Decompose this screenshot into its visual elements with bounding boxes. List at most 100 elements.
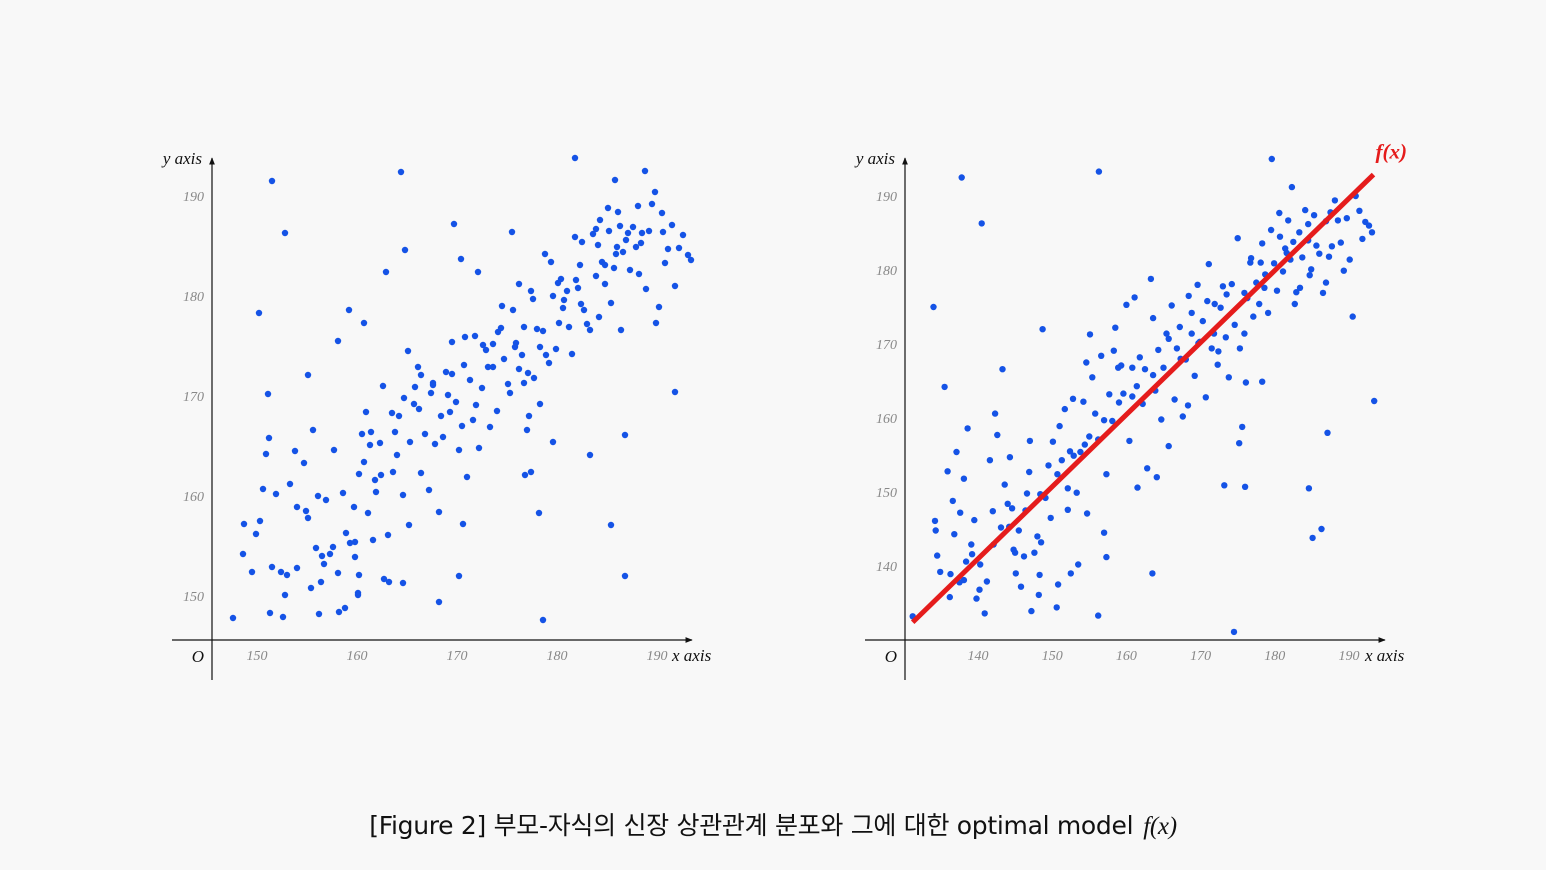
data-point	[542, 351, 550, 359]
data-point	[986, 457, 994, 464]
data-point	[355, 470, 363, 478]
data-point	[1288, 183, 1296, 191]
data-point	[658, 209, 666, 217]
data-point	[664, 245, 672, 253]
data-point	[1276, 209, 1283, 217]
data-point	[552, 345, 560, 353]
data-point	[547, 258, 555, 266]
data-point	[1241, 289, 1248, 297]
data-point	[335, 608, 343, 616]
data-point	[518, 351, 526, 359]
x-axis-title: x axis	[671, 646, 712, 665]
data-point	[455, 446, 463, 454]
data-point	[350, 503, 358, 511]
data-point	[1061, 405, 1069, 413]
data-point	[266, 609, 274, 617]
data-point	[1129, 364, 1136, 371]
data-point	[1086, 433, 1093, 440]
data-point	[446, 408, 454, 416]
data-point	[1134, 484, 1141, 491]
data-point	[1049, 438, 1057, 445]
data-point	[622, 236, 630, 244]
data-point	[610, 264, 618, 272]
data-point	[283, 571, 291, 579]
data-point	[360, 458, 368, 466]
data-point	[1308, 266, 1315, 273]
data-point	[498, 302, 506, 310]
data-point	[369, 536, 377, 544]
data-point	[601, 280, 609, 288]
data-point	[1160, 364, 1167, 371]
data-point	[679, 231, 687, 239]
data-point	[1296, 284, 1304, 291]
data-point	[596, 216, 604, 224]
data-point	[1118, 362, 1125, 369]
data-point	[1141, 366, 1149, 373]
data-point	[586, 326, 594, 334]
data-point	[994, 431, 1001, 439]
data-point	[539, 616, 547, 624]
data-point	[1296, 229, 1303, 236]
data-point	[968, 541, 975, 548]
x-tick-label: 190	[1339, 649, 1360, 664]
data-point	[1131, 294, 1138, 301]
data-point	[1155, 346, 1162, 354]
data-point	[1054, 471, 1061, 478]
data-point	[536, 400, 544, 408]
data-point	[259, 485, 267, 493]
data-point	[1056, 422, 1063, 430]
data-point	[960, 576, 968, 584]
data-point	[1319, 289, 1327, 297]
data-point	[1147, 275, 1155, 283]
data-point	[393, 451, 401, 459]
data-point	[520, 323, 528, 331]
data-point	[475, 444, 483, 452]
data-point	[1173, 345, 1181, 352]
y-axis-title: y axis	[161, 149, 203, 168]
data-point	[318, 552, 326, 560]
data-point	[973, 595, 980, 602]
data-point	[484, 363, 492, 371]
data-point	[435, 508, 443, 516]
data-point	[529, 295, 537, 303]
data-point	[427, 389, 435, 397]
data-point	[1103, 553, 1110, 561]
data-point	[334, 569, 342, 577]
y-tick-label: 190	[183, 190, 204, 205]
data-point	[595, 313, 603, 321]
data-point	[262, 450, 270, 458]
data-point	[1346, 256, 1353, 263]
data-point	[371, 476, 379, 484]
data-point	[549, 292, 557, 300]
x-tick-label: 190	[647, 649, 668, 664]
data-point	[555, 319, 563, 327]
data-point	[404, 347, 412, 355]
data-point	[958, 174, 965, 181]
data-point	[568, 350, 576, 358]
data-point	[1222, 334, 1230, 341]
data-point	[1092, 410, 1099, 417]
data-point	[635, 270, 643, 278]
data-point	[229, 614, 237, 622]
data-point	[1095, 168, 1103, 175]
data-point	[1069, 395, 1077, 402]
data-point	[1036, 571, 1043, 579]
data-point	[474, 268, 482, 276]
data-point	[1223, 291, 1230, 298]
data-point	[342, 529, 350, 537]
fit-line-label: f(x)	[1375, 140, 1406, 164]
data-point	[1031, 549, 1038, 556]
caption-formula: f(x)	[1143, 813, 1177, 840]
fit-line	[910, 172, 1376, 625]
data-point	[1221, 482, 1228, 489]
data-point	[592, 272, 600, 280]
data-point	[339, 489, 347, 497]
data-point	[687, 256, 695, 264]
data-point	[1188, 309, 1195, 317]
data-point	[1023, 490, 1031, 497]
data-point	[1299, 254, 1306, 261]
data-point	[621, 572, 629, 580]
data-point	[265, 434, 273, 442]
data-point	[521, 471, 529, 479]
